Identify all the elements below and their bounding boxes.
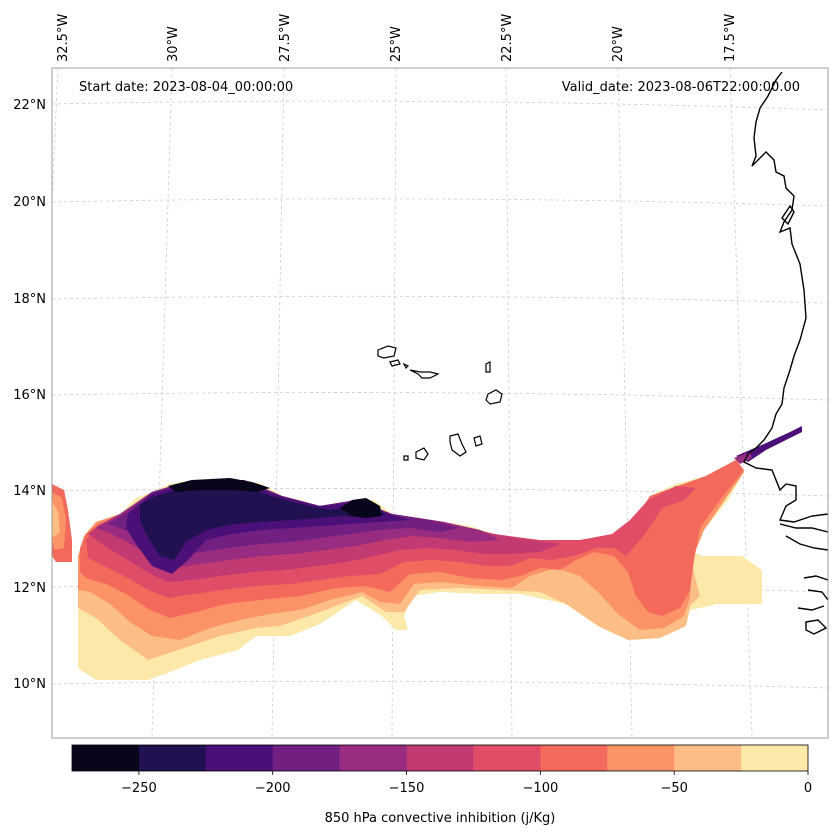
island-sao-vicente <box>389 359 401 367</box>
longitude-labels: 32.5°W 30°W 27.5°W 25°W 22.5°W 20°W 17.5… <box>56 14 738 62</box>
colorbar-tick-label: 0 <box>804 781 812 796</box>
colorbar-bin-2 <box>205 745 274 771</box>
cin-field <box>52 426 802 680</box>
map-panel <box>51 67 829 739</box>
colorbar-bin-9 <box>674 745 742 771</box>
colorbar-bin-8 <box>607 745 675 771</box>
lat-label-22n: 22°N <box>13 98 46 113</box>
colorbar-bin-1 <box>138 745 207 771</box>
colorbar-bin-7 <box>540 745 608 771</box>
lon-label-30w: 30°W <box>166 26 181 62</box>
island-fogo <box>415 447 429 461</box>
lat-label-16n: 16°N <box>13 388 46 403</box>
lon-label-32-5w: 32.5°W <box>56 14 71 62</box>
africa-coastline <box>743 71 829 523</box>
island-boa-vista <box>485 389 503 405</box>
lon-label-22-5w: 22.5°W <box>500 14 515 62</box>
colorbar-bin-0 <box>72 745 140 771</box>
colorbar-tick-label: −100 <box>523 781 559 796</box>
colorbar-bin-6 <box>473 745 541 771</box>
lat-label-18n: 18°N <box>13 292 46 307</box>
colorbar-tick-label: −50 <box>660 781 687 796</box>
island-santo-antao <box>377 345 397 359</box>
island-sao-nicolau <box>409 369 440 379</box>
colorbar-ticks <box>138 771 809 775</box>
colorbar-bin-4 <box>339 745 408 771</box>
lon-label-20w: 20°W <box>611 26 626 62</box>
colorbar-tick-label: −150 <box>389 781 425 796</box>
colorbar-tick-label: −250 <box>121 781 157 796</box>
lat-label-20n: 20°N <box>13 195 46 210</box>
cin-coast-strip <box>736 426 802 462</box>
start-date-label: Start date: 2023-08-04_00:00:00 <box>79 80 293 95</box>
island-sal <box>485 361 491 373</box>
lon-label-17-5w: 17.5°W <box>723 14 738 62</box>
lat-label-14n: 14°N <box>13 484 46 499</box>
coastlines <box>743 71 829 635</box>
colorbar-bins <box>72 745 809 771</box>
colorbar-bin-3 <box>272 745 341 771</box>
lon-label-27-5w: 27.5°W <box>278 14 293 62</box>
island-brava <box>403 455 409 461</box>
valid-date-label: Valid_date: 2023-08-06T22:00:00.00 <box>562 80 800 95</box>
colorbar-bin-5 <box>406 745 474 771</box>
lat-label-12n: 12°N <box>13 581 46 596</box>
colorbar-title: 850 hPa convective inhibition (j/Kg) <box>325 811 556 826</box>
cape-verde-islands <box>377 345 503 461</box>
colorbar-tick-label: −200 <box>255 781 291 796</box>
colorbar-frame <box>71 744 809 772</box>
island-santiago <box>449 433 467 457</box>
colorbar: −250 −200 −150 −100 −50 0 850 hPa convec… <box>71 744 812 826</box>
colorbar-bin-10 <box>741 745 809 771</box>
lat-label-10n: 10°N <box>13 677 46 692</box>
lon-label-25w: 25°W <box>389 26 404 62</box>
latitude-labels: 22°N 20°N 18°N 16°N 14°N 12°N 10°N <box>13 98 46 692</box>
island-maio <box>473 435 483 447</box>
